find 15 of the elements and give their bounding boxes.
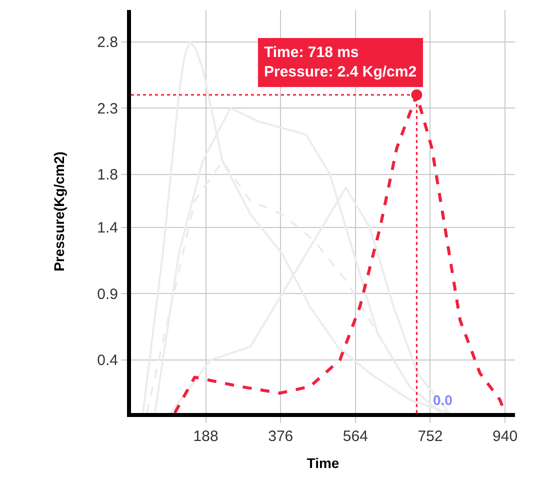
x-tick-label: 752: [418, 428, 443, 445]
annotation: Time: 718 ms Pressure: 2.4 Kg/cm2: [264, 44, 417, 80]
x-tick-label: 564: [342, 428, 368, 445]
y-axis-title: Pressure(Kg/cm2): [51, 152, 68, 272]
y-tick-label: 0.4: [97, 352, 118, 370]
y-tick-label: 2.8: [97, 34, 118, 52]
y-tick-label: 1.8: [97, 166, 118, 184]
x-axis-title: Time: [306, 454, 340, 471]
y-tick-label: 1.4: [97, 220, 118, 237]
x-tick-label: 940: [492, 428, 518, 445]
annotation: 0.0: [433, 392, 453, 408]
y-tick-label: 0.9: [97, 286, 118, 303]
x-tick-label: 376: [268, 428, 294, 445]
x-tick-label: 188: [193, 428, 218, 445]
y-tick-label: 2.3: [97, 100, 118, 118]
